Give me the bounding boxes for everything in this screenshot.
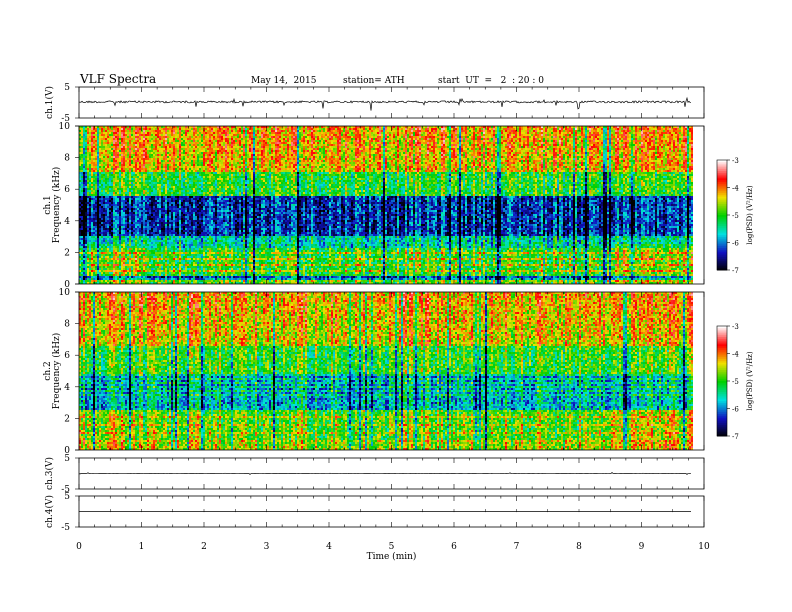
spectrogram-ch2s <box>79 292 693 450</box>
colorbar-tick-label: -3 <box>732 323 739 331</box>
colorbar-tick-label: -6 <box>732 406 739 414</box>
colorbar-tick-label: -7 <box>732 267 739 275</box>
colorbar <box>717 326 727 437</box>
y-tick-label: 5 <box>64 454 70 464</box>
signal-line-ch1v <box>79 98 691 111</box>
y-tick-label: 2 <box>64 414 70 424</box>
y-tick-label: -5 <box>61 523 70 533</box>
y-tick-label: 4 <box>64 217 70 227</box>
vlf-spectra-figure: 5-5ch.1(V)0246810ch.1 Frequency (kHz)-3-4… <box>0 0 792 612</box>
colorbar-tick-label: -5 <box>732 212 739 220</box>
colorbar-tick-label: -7 <box>732 433 739 441</box>
y-axis-label: ch.3(V) <box>44 457 55 490</box>
x-tick-label: 4 <box>326 542 332 552</box>
y-axis-label: Frequency (kHz) <box>51 333 62 410</box>
x-tick-label: 2 <box>201 542 207 552</box>
y-tick-label: 2 <box>64 248 70 258</box>
y-axis-label: ch.4(V) <box>44 495 55 528</box>
x-tick-label: 0 <box>76 542 82 552</box>
x-tick-label: 9 <box>639 542 645 552</box>
colorbar-label: log(PSD) (V²/Hz) <box>746 185 754 244</box>
y-tick-label: 6 <box>64 351 70 361</box>
colorbar-tick-label: -5 <box>732 378 739 386</box>
y-tick-label: 6 <box>64 185 70 195</box>
signal-line-ch3v <box>79 473 691 475</box>
y-tick-label: 5 <box>64 83 70 93</box>
y-tick-label: 10 <box>59 122 71 132</box>
y-tick-label: 8 <box>64 154 70 164</box>
colorbar <box>717 160 727 271</box>
y-tick-label: 10 <box>59 288 71 298</box>
x-tick-label: 10 <box>698 542 710 552</box>
x-axis-label: Time (min) <box>367 551 417 562</box>
colorbar-tick-label: -3 <box>732 157 739 165</box>
x-tick-label: 6 <box>451 542 457 552</box>
spectrogram-ch1s <box>79 126 693 284</box>
y-tick-label: 8 <box>64 320 70 330</box>
colorbar-tick-label: -4 <box>732 351 739 359</box>
y-axis-label: Frequency (kHz) <box>51 167 62 244</box>
x-tick-label: 3 <box>264 542 270 552</box>
y-tick-label: 5 <box>64 492 70 502</box>
colorbar-tick-label: -6 <box>732 240 739 248</box>
x-tick-label: 7 <box>514 542 520 552</box>
x-tick-label: 1 <box>139 542 145 552</box>
colorbar-label: log(PSD) (V²/Hz) <box>746 351 754 410</box>
y-axis-label: ch.1(V) <box>44 86 55 119</box>
x-tick-label: 5 <box>389 542 395 552</box>
x-tick-label: 8 <box>576 542 582 552</box>
y-tick-label: 4 <box>64 383 70 393</box>
colorbar-tick-label: -4 <box>732 185 739 193</box>
